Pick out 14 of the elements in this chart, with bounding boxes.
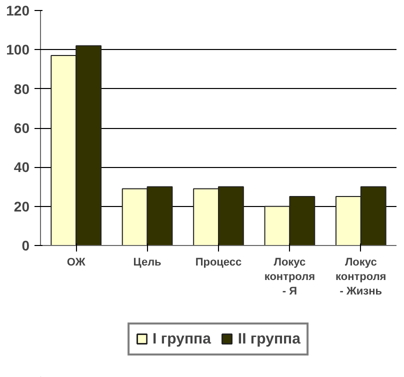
legend-label: I группа (152, 330, 211, 347)
x-tick-label: ОЖ (66, 256, 86, 268)
y-tick-label: 20 (14, 198, 30, 214)
y-tick-label: 80 (14, 80, 30, 97)
y-tick-label: 120 (6, 2, 30, 18)
legend-label: II группа (238, 330, 300, 347)
x-tick-label: Цель (133, 256, 162, 268)
x-tick-label: Процесс (195, 256, 242, 268)
y-tick-label: 60 (14, 120, 30, 136)
y-tick-label: 40 (14, 159, 30, 176)
y-tick-label: 0 (22, 238, 30, 254)
x-tick-label: Локус контроля - Я (264, 256, 316, 298)
x-tick-label: Локус контроля - Жизнь (336, 256, 386, 298)
y-tick-label: 100 (6, 42, 30, 58)
